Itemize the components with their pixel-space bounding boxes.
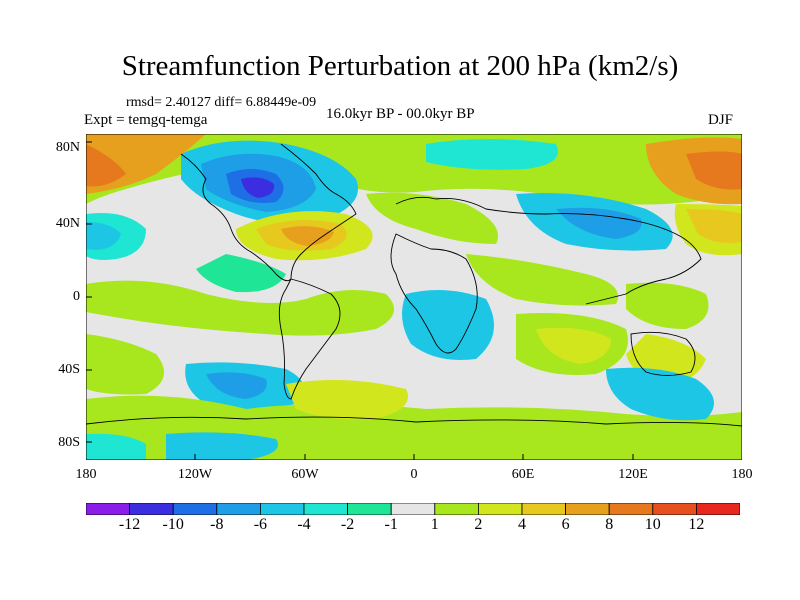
colorbar-label: -12 [118,516,141,533]
field-cyan-pac [86,222,121,250]
season-label: DJF [708,112,734,128]
field-green-aus [626,282,709,329]
colorbar-label: 2 [474,516,483,533]
colorbar-label: -4 [297,516,311,533]
field-green-indian [466,254,618,306]
colorbar-swatch [696,503,740,515]
field-cyan-se [606,367,714,421]
coast-eurasia [395,196,702,305]
colorbar-label: 4 [518,516,526,533]
field-blue-asia [556,207,642,239]
map-ticks [86,141,634,460]
colorbar-swatch [347,503,392,515]
field-cyan-africa [402,290,494,360]
field-orange-atl [281,226,334,246]
coast-africa [390,233,478,354]
x-axis-label: 60E [511,467,535,482]
colorbar-label: -1 [384,516,398,533]
colorbar-label: -10 [162,516,184,533]
stats-text: rmsd= 2.40127 diff= 6.88449e-09 [126,95,317,110]
field-cyan-antarctic [166,432,278,460]
field-indigo-na [241,177,275,198]
field-yellow-indian [536,327,611,364]
coast-na-east [280,143,357,280]
field-gold-ne [686,209,742,243]
colorbar-swatch [172,503,218,515]
colorbar-label: 10 [644,516,661,533]
colorbar-swatch [608,503,654,515]
field-darkorange-ne [686,151,742,190]
colorbar-swatch [216,503,261,515]
colorbar-label: 1 [430,516,439,533]
colorbar-swatch [477,503,523,515]
colorbar-swatch [303,503,348,515]
coast-australia [630,331,696,376]
colorbar-swatch [129,503,174,515]
y-axis-label: 0 [73,289,80,304]
field-yellow-south [286,380,408,420]
x-axis-label: 120E [618,467,648,482]
colorbar-label: 8 [605,516,614,533]
field-lightgreen-carib [196,254,286,293]
x-axis-label: 180 [731,467,753,482]
colorbar-swatch [565,503,610,515]
colorbar [86,503,740,515]
colorbar-swatch [86,503,130,515]
y-axis-label: 40S [58,362,80,377]
colorbar-swatch [434,503,479,515]
field-green-eur [366,192,498,244]
field-darkorange-nw [86,144,126,187]
colorbar-swatch [652,503,697,515]
experiment-label: Expt = temgq-temga [84,112,208,128]
field-green-sw [86,334,164,395]
period-label: 16.0kyr BP - 00.0kyr BP [326,106,475,122]
y-axis-label: 80N [55,140,80,155]
colorbar-swatch [259,503,305,515]
field-teal-arctic [426,139,558,170]
x-axis-label: 60W [291,467,319,482]
plot-title: Streamfunction Perturbation at 200 hPa (… [121,50,679,82]
coast-na-west [180,153,292,282]
x-axis-label: 0 [410,467,418,482]
coast-antarctica [86,416,742,427]
colorbar-label: -8 [210,516,224,533]
y-axis-label: 80S [58,435,80,450]
y-axis-label: 40N [55,216,80,231]
colorbar-label: 6 [561,516,570,533]
colorbar-label: 12 [688,516,705,533]
x-axis-label: 120W [177,467,213,482]
colorbar-label: -6 [253,516,268,533]
field-teal-antarctic [86,433,146,460]
colorbar-label: -2 [340,516,355,533]
field-green-tropics [86,280,394,336]
map-panel [86,134,742,460]
colorbar-swatch [390,503,436,515]
x-axis-label: 180 [75,467,97,482]
coast-sa [278,278,341,400]
colorbar-swatch [521,503,566,515]
coastlines [86,143,742,427]
contour-fields [86,134,742,460]
field-blue-sa [206,372,267,399]
